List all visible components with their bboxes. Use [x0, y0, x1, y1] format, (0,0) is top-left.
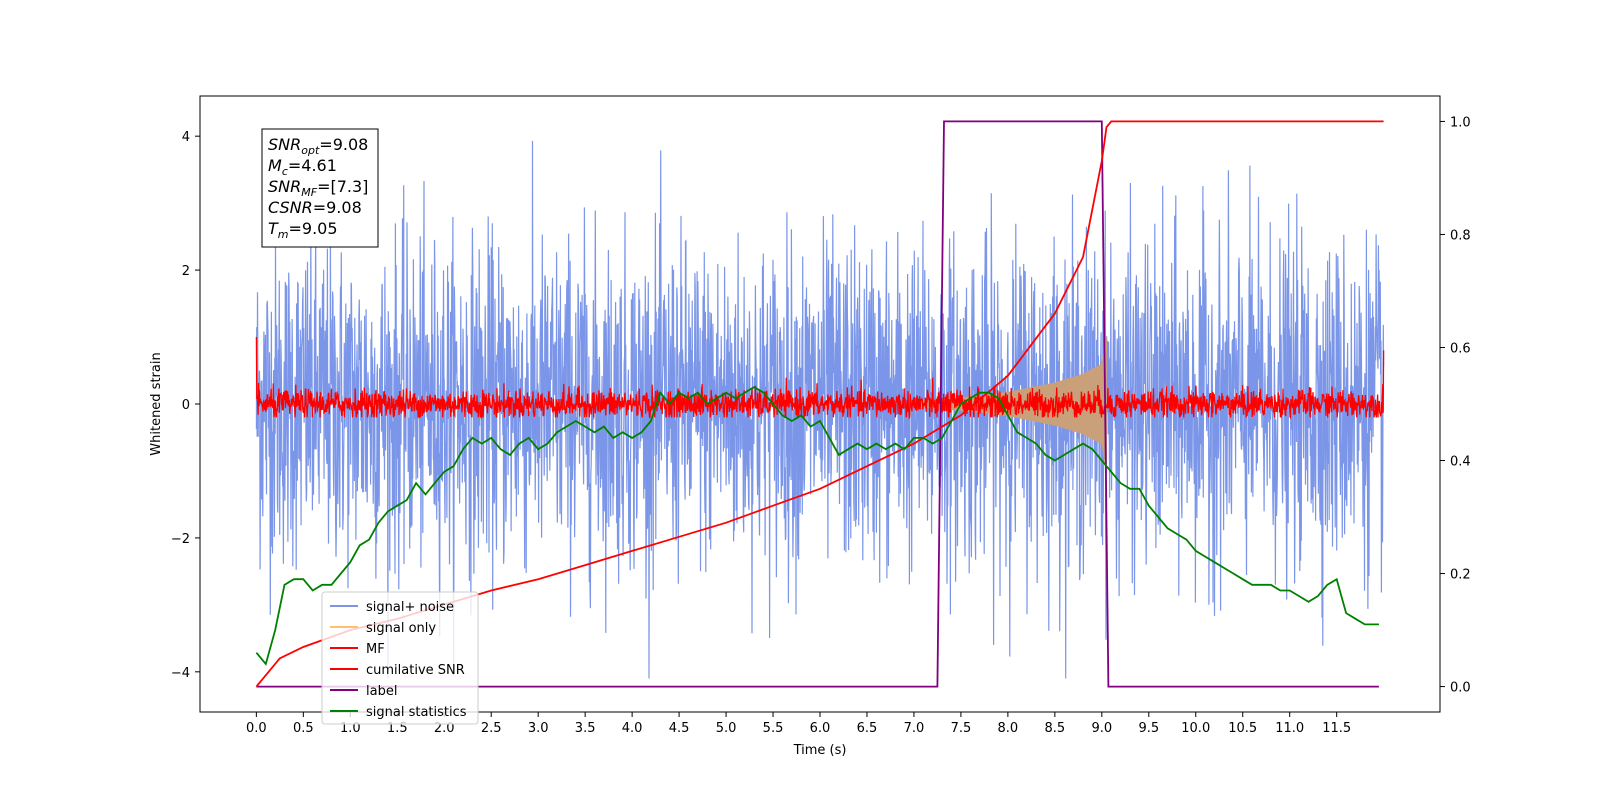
legend-label: signal+ noise [366, 600, 454, 615]
x-tick-label: 9.0 [1091, 721, 1112, 736]
mf-line [255, 336, 1385, 420]
plot-area [255, 120, 1385, 688]
y2-tick-label: 0.2 [1450, 568, 1471, 583]
annotation-subscript: MF [301, 186, 317, 199]
x-tick-label: 8.5 [1045, 721, 1066, 736]
series-label [256, 120, 1379, 688]
annotation-value: =[7.3] [317, 177, 368, 196]
annotation-line: SNRopt=9.08 [268, 135, 368, 157]
y2-tick-label: 0.4 [1450, 455, 1471, 470]
annotation-value: =9.08 [319, 135, 368, 154]
legend-label: signal statistics [366, 705, 467, 720]
y-axis-left: −4 −2 0 2 4 [171, 130, 200, 681]
x-tick-label: 11.0 [1275, 721, 1304, 736]
annotation-subscript: c [282, 165, 288, 178]
x-tick-label: 10.5 [1228, 721, 1257, 736]
y-tick-label: −4 [171, 666, 190, 681]
x-tick-label: 5.0 [716, 721, 737, 736]
y-axis-label: Whitened strain [149, 352, 164, 455]
x-tick-label: 6.0 [810, 721, 831, 736]
x-tick-label: 8.0 [998, 721, 1019, 736]
annotation-symbol: T [268, 219, 279, 238]
signal-statistics-line [255, 385, 1379, 666]
x-tick-label: 0.0 [246, 721, 267, 736]
annotation-symbol: CSNR [268, 198, 313, 217]
y2-tick-label: 1.0 [1450, 115, 1471, 130]
x-tick-label: 1.5 [387, 721, 408, 736]
label-line [256, 120, 1379, 688]
x-tick-label: 11.5 [1322, 721, 1351, 736]
x-axis: 0.0 0.5 1.0 1.5 2.0 2.5 3.0 3.5 4.0 4.5 5.0 5.5 6.0 6… [246, 712, 1351, 736]
x-tick-label: 2.0 [434, 721, 455, 736]
x-tick-label: 3.5 [575, 721, 596, 736]
x-tick-label: 10.0 [1181, 721, 1210, 736]
series-signal-statistics [255, 385, 1379, 666]
legend-label: signal only [366, 621, 436, 636]
annotation-line: SNRMF=[7.3] [268, 177, 368, 199]
y-tick-label: −2 [171, 532, 190, 547]
legend: signal+ noise signal only MF cumilative SNR… [321, 591, 479, 725]
x-tick-label: 9.5 [1138, 721, 1159, 736]
y-tick-label: 4 [182, 130, 190, 145]
annotation-symbol: SNR [268, 135, 301, 154]
x-tick-label: 5.5 [763, 721, 784, 736]
annotation-subscript: m [278, 228, 289, 241]
y-tick-label: 2 [182, 264, 190, 279]
annotation-value: =4.61 [288, 156, 337, 175]
annotation-line: CSNR=9.08 [268, 198, 362, 217]
annotation-frame [261, 128, 379, 248]
x-tick-label: 6.5 [857, 721, 878, 736]
x-axis-label: Time (s) [793, 743, 847, 758]
x-tick-label: 4.0 [622, 721, 643, 736]
annotation-symbol: SNR [268, 177, 301, 196]
y2-tick-label: 0.8 [1450, 228, 1471, 243]
annotation-line: Mc=4.61 [268, 156, 337, 178]
legend-label: label [366, 684, 397, 699]
legend-label: cumilative SNR [366, 663, 465, 678]
legend-frame [321, 591, 479, 725]
annotation-line: Tm=9.05 [268, 219, 338, 241]
x-tick-label: 7.5 [951, 721, 972, 736]
x-tick-label: 7.0 [904, 721, 925, 736]
y-axis-right: 0.0 0.2 0.4 0.6 0.8 1.0 [1440, 115, 1471, 696]
annotation-box: SNRopt=9.08Mc=4.61SNRMF=[7.3]CSNR=9.08Tm… [261, 128, 379, 248]
x-tick-label: 4.5 [669, 721, 690, 736]
y2-tick-label: 0.6 [1450, 341, 1471, 356]
annotation-value: =9.08 [313, 198, 362, 217]
series-mf [255, 336, 1385, 420]
y-tick-label: 0 [182, 398, 190, 413]
x-tick-label: 1.0 [340, 721, 361, 736]
annotation-subscript: opt [301, 144, 320, 157]
legend-label: MF [366, 642, 385, 657]
annotation-value: =9.05 [289, 219, 338, 238]
y2-tick-label: 0.0 [1450, 681, 1471, 696]
x-tick-label: 0.5 [293, 721, 314, 736]
x-tick-label: 3.0 [528, 721, 549, 736]
x-tick-label: 2.5 [481, 721, 502, 736]
annotation-symbol: M [268, 156, 282, 175]
